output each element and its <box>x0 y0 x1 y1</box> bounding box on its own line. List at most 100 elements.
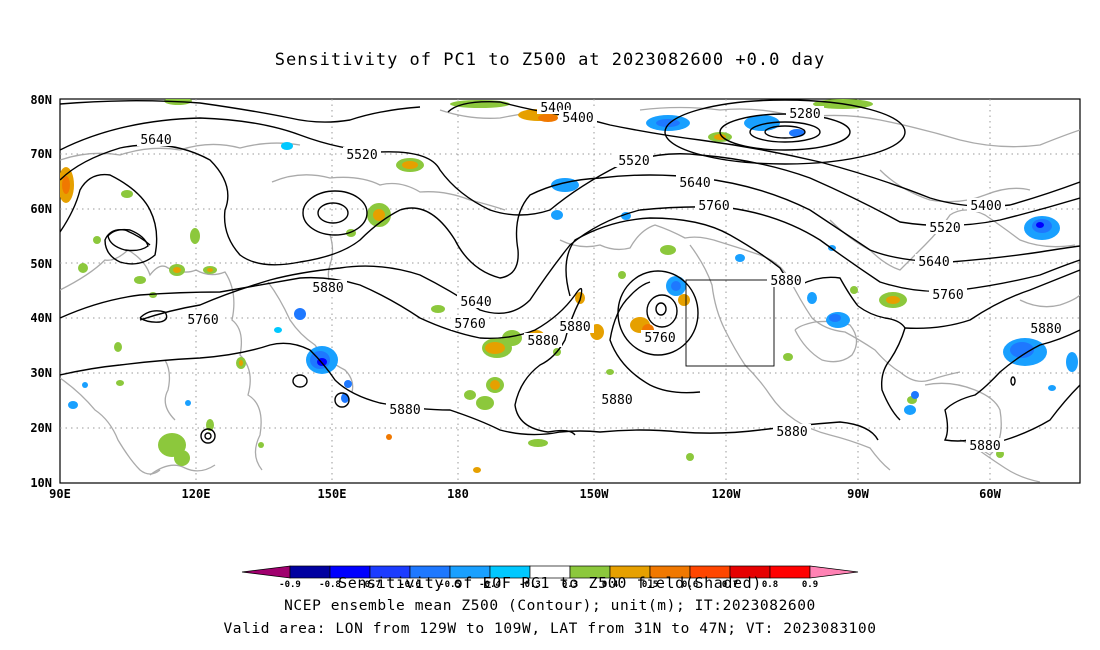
lat-label: 80N <box>30 93 52 107</box>
colorbar-tick-label: -0.6 <box>399 580 421 590</box>
positive-patch <box>886 296 900 304</box>
negative-patch <box>911 391 919 399</box>
positive-patch <box>528 439 548 447</box>
negative-patch <box>344 380 352 388</box>
contour-label: 5880 <box>969 439 1000 454</box>
colorbar-tick-label: -0.5 <box>439 580 461 590</box>
contour-label-bg <box>457 294 495 308</box>
contour-label-bg <box>966 438 1004 452</box>
contour-label-bg <box>767 273 805 287</box>
contour-label: 5760 <box>932 288 963 303</box>
contour-label-bg <box>676 175 714 189</box>
negative-patch <box>735 254 745 262</box>
coastlines <box>60 106 1080 483</box>
valid-area-box <box>685 279 775 367</box>
positive-patch <box>502 330 522 346</box>
positive-patch <box>121 190 133 198</box>
contour-label: 5520 <box>346 148 377 163</box>
negative-patch <box>82 382 88 388</box>
positive-patch <box>173 267 181 273</box>
positive-patch <box>485 342 505 354</box>
contour-label-bg <box>967 198 1005 212</box>
positive-patch <box>116 380 124 386</box>
contour-label-bg <box>641 330 679 344</box>
contour-label-bg <box>524 333 562 347</box>
contour-label: 5520 <box>618 154 649 169</box>
contour-label: 5880 <box>1030 322 1061 337</box>
negative-patch <box>281 142 293 150</box>
colorbar-tick-label: 0.8 <box>762 580 778 590</box>
lon-label: 90E <box>49 487 71 501</box>
lon-label: 60W <box>979 487 1001 501</box>
lon-label: 150E <box>318 487 347 501</box>
footer-shading-caption: Sensitivity of EOF PC1 to Z500 field(Sha… <box>338 574 762 592</box>
positive-patch <box>386 434 392 440</box>
footer-contour-caption: NCEP ensemble mean Z500 (Contour); unit(… <box>284 598 816 614</box>
negative-patch <box>671 281 681 291</box>
negative-patch <box>274 327 282 333</box>
positive-patch <box>686 453 694 461</box>
negative-patch <box>1066 352 1078 372</box>
negative-patch <box>904 405 916 415</box>
positive-patch <box>490 380 500 390</box>
positive-patch <box>93 236 101 244</box>
positive-patch <box>450 100 510 108</box>
positive-patch <box>114 342 122 352</box>
positive-patch <box>149 292 157 298</box>
positive-patch <box>476 396 494 410</box>
contour-label-bg <box>386 402 424 416</box>
colorbar-tick-label: 0.5 <box>642 580 658 590</box>
negative-patch <box>1010 342 1034 358</box>
positive-patch <box>174 450 190 466</box>
contour-label: 5280 <box>789 107 820 122</box>
colorbar-tick-label: -0.7 <box>359 580 381 590</box>
contour-label-bg <box>309 280 347 294</box>
colorbar-tick-label: 0.6 <box>682 580 698 590</box>
positive-patch <box>660 245 676 255</box>
contour-label: 5640 <box>140 133 171 148</box>
positive-patch <box>714 134 726 140</box>
contour-label-bg <box>926 220 964 234</box>
negative-patch <box>807 292 817 304</box>
colorbar-tick-label: -0.4 <box>479 580 501 590</box>
lon-label: 150W <box>580 487 610 501</box>
positive-patch <box>850 286 858 294</box>
contour-label-bg <box>1027 321 1065 335</box>
negative-patch <box>185 400 191 406</box>
lon-label: 120E <box>182 487 211 501</box>
colorbar-tick-label: 0.7 <box>722 580 738 590</box>
negative-patch <box>294 308 306 320</box>
positive-patch <box>606 369 614 375</box>
colorbar-tick-labels: -0.9 -0.8 -0.7 -0.6 -0.5 -0.4 -0.3 0.3 0.4 0.5 0.6… <box>279 580 818 590</box>
lat-label: 50N <box>30 257 52 271</box>
negative-patch <box>656 119 680 127</box>
latitude-labels: 80N 70N 60N 50N 40N 30N 20N 10N <box>30 93 52 490</box>
positive-patch <box>78 263 88 273</box>
positive-patch <box>464 390 476 400</box>
longitude-labels: 90E 120E 150E 180 150W 120W 90W 60W <box>49 487 1001 501</box>
positive-patch <box>206 419 214 431</box>
contour-label: 5760 <box>644 331 675 346</box>
contour-label: 5880 <box>559 320 590 335</box>
negative-patch <box>68 401 78 409</box>
negative-patch <box>829 314 841 322</box>
contour-label-bg <box>598 392 636 406</box>
graticule <box>60 99 1080 483</box>
positive-patch <box>207 268 213 272</box>
positive-patch <box>134 276 146 284</box>
colorbar-tick-label: -0.9 <box>279 580 301 590</box>
contour-label: 5880 <box>601 393 632 408</box>
lat-label: 70N <box>30 147 52 161</box>
positive-patch <box>239 360 243 366</box>
positive-patch <box>258 442 264 448</box>
negative-patch <box>341 393 349 403</box>
positive-patch <box>783 353 793 361</box>
lon-label: 120W <box>712 487 742 501</box>
positive-patch <box>431 305 445 313</box>
lon-label: 180 <box>447 487 469 501</box>
contour-label: 5880 <box>527 334 558 349</box>
footer-valid-area-caption: Valid area: LON from 129W to 109W, LAT f… <box>223 621 877 637</box>
contour-label-bg <box>786 106 824 120</box>
contour-label-bg <box>559 110 597 124</box>
